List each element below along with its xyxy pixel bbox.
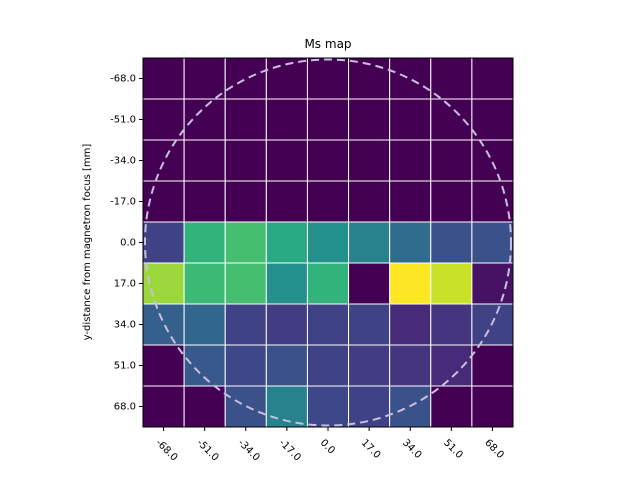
heatmap-cell bbox=[348, 385, 391, 428]
heatmap-cell bbox=[224, 385, 267, 428]
x-tick-label: -68.0 bbox=[153, 437, 179, 463]
heatmap-cell bbox=[306, 262, 350, 305]
heatmap-cell bbox=[471, 139, 514, 182]
heatmap-cell bbox=[224, 139, 267, 182]
y-tick-label: -17.0 bbox=[110, 197, 136, 208]
heatmap-cell bbox=[389, 98, 432, 141]
x-tick-label: 0.0 bbox=[318, 437, 337, 456]
y-tick-label: 51.0 bbox=[114, 361, 136, 372]
y-tick-label: 17.0 bbox=[114, 279, 136, 290]
heatmap-cell bbox=[430, 385, 473, 428]
x-tick-label: -51.0 bbox=[194, 437, 220, 463]
heatmap-cell bbox=[471, 385, 514, 428]
heatmap-cell bbox=[224, 303, 267, 346]
heatmap-cell bbox=[306, 221, 350, 264]
x-tick-label: 68.0 bbox=[482, 437, 506, 461]
x-tick-label: -34.0 bbox=[236, 437, 262, 463]
heatmap-cell bbox=[142, 57, 185, 100]
heatmap-cell bbox=[142, 139, 185, 182]
heatmap-cell bbox=[224, 221, 267, 264]
heatmap-cell bbox=[306, 57, 350, 100]
heatmap-cell bbox=[471, 98, 514, 141]
y-tick-label: -68.0 bbox=[110, 74, 136, 85]
heatmap-cell bbox=[265, 221, 308, 264]
heatmap-cell bbox=[142, 303, 185, 346]
y-tick-label: 34.0 bbox=[114, 320, 136, 331]
x-tick-label: 51.0 bbox=[441, 437, 465, 461]
heatmap-cell bbox=[389, 344, 432, 387]
heatmap-cell bbox=[183, 303, 226, 346]
heatmap-cell bbox=[471, 221, 514, 264]
heatmap-cell bbox=[265, 262, 308, 305]
heatmap-cell bbox=[348, 344, 391, 387]
heatmap-cell bbox=[306, 98, 350, 141]
y-tick-label: -51.0 bbox=[110, 115, 136, 126]
heatmap-cell bbox=[348, 139, 391, 182]
heatmap-cell bbox=[224, 57, 267, 100]
heatmap-cell bbox=[306, 180, 350, 223]
heatmap-cell bbox=[183, 344, 226, 387]
heatmap-cell bbox=[430, 57, 473, 100]
heatmap-cell bbox=[265, 98, 308, 141]
heatmap-cell bbox=[224, 98, 267, 141]
heatmap-cell bbox=[430, 139, 473, 182]
heatmap-cell bbox=[142, 98, 185, 141]
heatmap-cell bbox=[306, 303, 350, 346]
heatmap-cell bbox=[348, 303, 391, 346]
heatmap-cell bbox=[430, 262, 473, 305]
x-tick-label: 17.0 bbox=[359, 437, 383, 461]
heatmap-cell bbox=[389, 221, 432, 264]
x-tick-label: -17.0 bbox=[277, 437, 303, 463]
heatmap-cell bbox=[306, 344, 350, 387]
heatmap-cell bbox=[389, 139, 432, 182]
heatmap-cell bbox=[389, 262, 432, 305]
heatmap-cell bbox=[265, 139, 308, 182]
heatmap-cell bbox=[348, 180, 391, 223]
heatmap-cell bbox=[306, 139, 350, 182]
heatmap-cell bbox=[430, 221, 473, 264]
heatmap-cell bbox=[224, 262, 267, 305]
heatmap-cell bbox=[183, 221, 226, 264]
heatmap-cell bbox=[265, 303, 308, 346]
heatmap-cell bbox=[389, 57, 432, 100]
heatmap-cell bbox=[183, 139, 226, 182]
heatmap-cell bbox=[430, 344, 473, 387]
y-tick-label: 0.0 bbox=[120, 238, 136, 249]
y-tick-label: -34.0 bbox=[110, 156, 136, 167]
heatmap-cell bbox=[142, 221, 185, 264]
heatmap-cell bbox=[265, 344, 308, 387]
heatmap-cell bbox=[183, 262, 226, 305]
heatmap-cell bbox=[430, 303, 473, 346]
y-tick-label: 68.0 bbox=[114, 402, 136, 413]
heatmap-cell bbox=[430, 98, 473, 141]
heatmap-cell bbox=[471, 57, 514, 100]
heatmap-cell bbox=[183, 180, 226, 223]
heatmap-cell bbox=[471, 344, 514, 387]
heatmap-cell bbox=[142, 344, 185, 387]
heatmap-cell bbox=[348, 262, 391, 305]
x-tick-label: 34.0 bbox=[400, 437, 424, 461]
heatmap-cell bbox=[183, 98, 226, 141]
heatmap-cell bbox=[183, 57, 226, 100]
heatmap-cell bbox=[389, 303, 432, 346]
heatmap-cell bbox=[348, 98, 391, 141]
heatmap-cell bbox=[224, 344, 267, 387]
heatmap-cell bbox=[224, 180, 267, 223]
heatmap-cell bbox=[265, 180, 308, 223]
heatmap-cell bbox=[306, 385, 350, 428]
focus-circle bbox=[144, 58, 512, 427]
heatmap-cell bbox=[183, 385, 226, 428]
chart-title: Ms map bbox=[304, 37, 351, 51]
heatmap-cell bbox=[348, 221, 391, 264]
y-axis-label: y-distance from magnetron focus [mm] bbox=[82, 144, 93, 341]
heatmap-cell bbox=[430, 180, 473, 223]
heatmap-cell bbox=[389, 180, 432, 223]
heatmap-cell bbox=[142, 385, 185, 428]
